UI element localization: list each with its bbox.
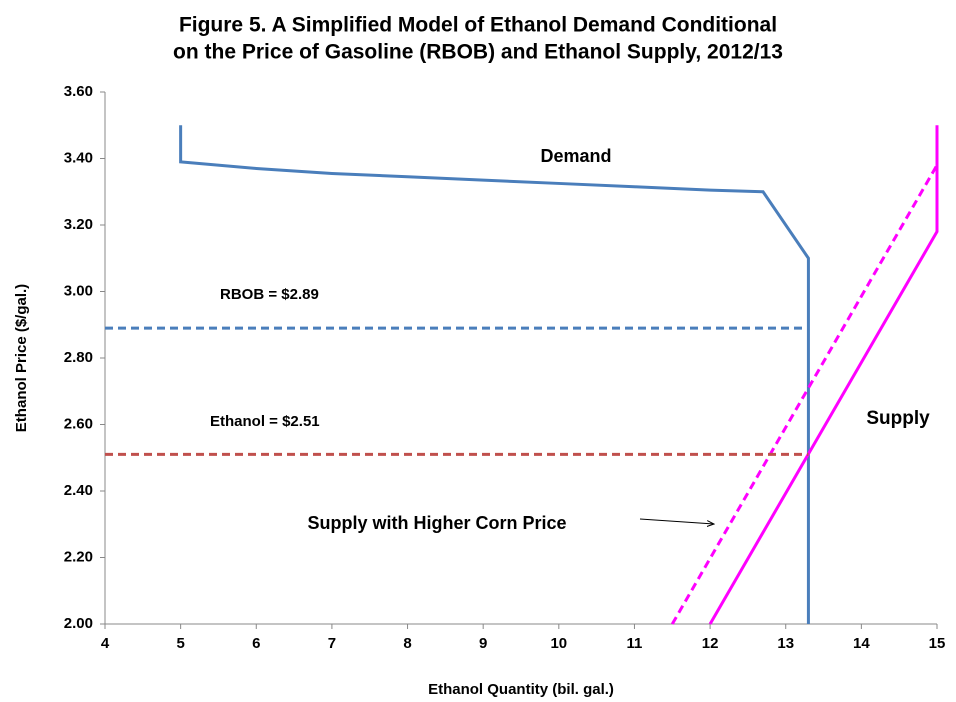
series-line: [179, 125, 810, 624]
x-tick-label: 12: [702, 635, 719, 652]
x-tick-label: 13: [777, 635, 794, 652]
series-label: Supply with Higher Corn Price: [307, 513, 566, 533]
series-label: Supply: [866, 408, 930, 429]
x-axis-label: Ethanol Quantity (bil. gal.): [428, 681, 614, 698]
series-label: Ethanol = $2.51: [210, 413, 320, 430]
x-tick-label: 8: [403, 635, 411, 652]
series-line: [708, 125, 939, 625]
y-tick-label: 3.40: [64, 149, 93, 166]
y-axis-label: Ethanol Price ($/gal.): [13, 284, 30, 432]
y-tick-label: 3.20: [64, 216, 93, 233]
x-tick-label: 5: [176, 635, 184, 652]
chart-title: on the Price of Gasoline (RBOB) and Etha…: [173, 41, 783, 64]
y-tick-label: 2.80: [64, 349, 93, 366]
series-label: Demand: [540, 146, 611, 166]
y-tick-label: 3.60: [64, 83, 93, 100]
x-tick-label: 10: [550, 635, 567, 652]
y-tick-label: 2.00: [64, 615, 93, 632]
annotation-arrow: [639, 518, 714, 524]
x-tick-label: 11: [627, 635, 643, 652]
chart-title: Figure 5. A Simplified Model of Ethanol …: [179, 14, 777, 37]
x-tick-label: 7: [328, 635, 336, 652]
y-tick-label: 2.60: [64, 415, 93, 432]
y-tick-label: 2.20: [64, 548, 93, 565]
x-tick-label: 15: [929, 635, 946, 652]
x-tick-label: 6: [252, 635, 260, 652]
x-tick-label: 4: [101, 635, 110, 652]
y-tick-label: 3.00: [64, 282, 93, 299]
series-line: [670, 125, 939, 625]
series-label: RBOB = $2.89: [220, 286, 319, 303]
y-tick-label: 2.40: [64, 482, 93, 499]
x-tick-label: 9: [479, 635, 487, 652]
x-tick-label: 14: [853, 635, 870, 652]
